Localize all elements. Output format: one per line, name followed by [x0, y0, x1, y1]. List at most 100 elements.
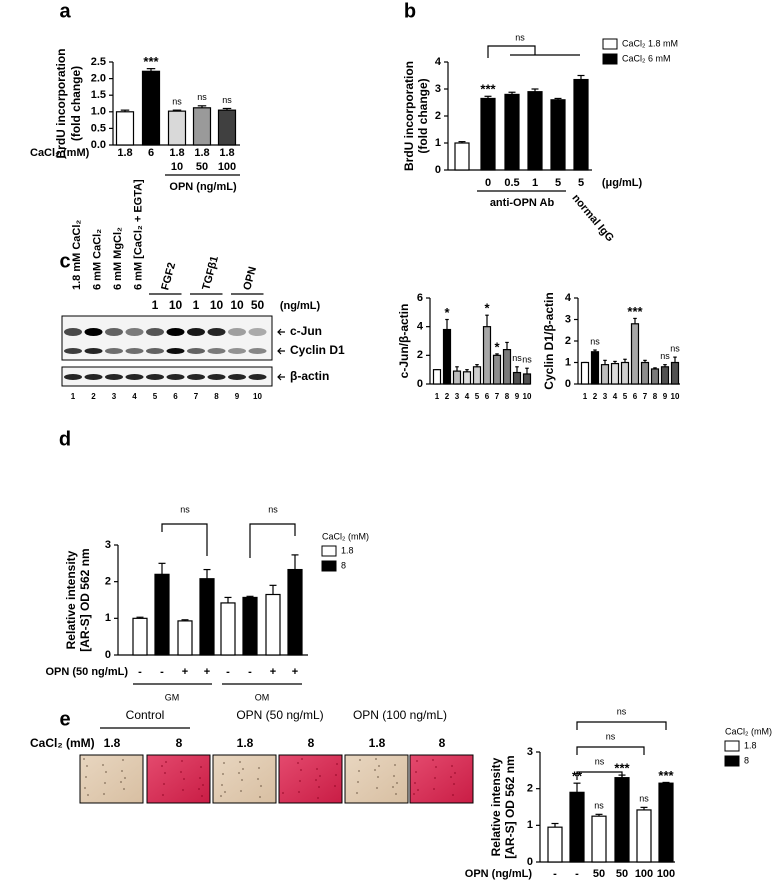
- legend-swatch: [321, 545, 337, 557]
- micrograph-speck: [198, 788, 200, 790]
- legend-swatch: [724, 755, 740, 767]
- lane-number: 1: [71, 392, 76, 401]
- bar: [504, 93, 520, 171]
- bracket-label: ns: [515, 32, 525, 42]
- micrograph-speck: [434, 777, 436, 779]
- micrograph-speck: [202, 784, 204, 786]
- micrograph: [146, 754, 211, 804]
- micrograph-speck: [359, 759, 361, 761]
- x-tick-label: 0: [485, 177, 491, 189]
- x-tick-label: -: [248, 666, 252, 678]
- row-title: CaCl₂ (mM): [30, 736, 95, 750]
- micrograph: [212, 754, 277, 804]
- bar: [132, 617, 148, 656]
- y-tick-label: 2: [435, 110, 441, 122]
- significance-label: ns: [172, 97, 182, 107]
- micrograph-speck: [393, 775, 395, 777]
- bar: [442, 328, 452, 385]
- dose-label: 10: [210, 298, 224, 312]
- blot-band: [146, 374, 164, 380]
- y-tick-label: 0: [417, 378, 423, 390]
- legend-title: CaCl₂ (mM): [322, 531, 369, 541]
- blot-band: [248, 328, 267, 336]
- x-tick-label: 2: [593, 392, 598, 401]
- blot-band: [166, 328, 185, 336]
- micrograph-speck: [415, 771, 417, 773]
- group-label: OPN (100 ng/mL): [353, 708, 447, 722]
- micrograph-speck: [395, 793, 397, 795]
- bar: [547, 826, 563, 863]
- micrograph-speck: [201, 795, 203, 797]
- legend-label: CaCl₂ 1.8 mM: [622, 38, 678, 48]
- bar: [573, 78, 589, 171]
- x-tick-label: 9: [663, 392, 668, 401]
- y-tick-label: 1: [435, 137, 441, 149]
- significance-label: ns: [222, 95, 232, 105]
- x-tick-label: 5: [475, 392, 480, 401]
- bar: [660, 366, 670, 385]
- bar: [580, 361, 590, 385]
- bar: [630, 323, 640, 385]
- blot-band: [207, 348, 226, 354]
- legend-label: CaCl₂ 6 mM: [622, 53, 671, 63]
- micrograph-speck: [257, 778, 259, 780]
- micrograph-speck: [122, 759, 124, 761]
- micrograph-speck: [357, 781, 359, 783]
- x-tick-label: -: [226, 666, 230, 678]
- lane-number: 6: [173, 392, 178, 401]
- x-unit: (μg/mL): [602, 177, 643, 189]
- lane-number: 5: [153, 392, 158, 401]
- bracket-label: ns: [606, 731, 616, 741]
- bar: [502, 349, 512, 385]
- micrograph-speck: [417, 789, 419, 791]
- micrograph-speck: [378, 765, 380, 767]
- significance-label: ns: [197, 92, 207, 102]
- legend-title: CaCl₂ (mM): [725, 726, 772, 736]
- x-tick-label: 7: [643, 392, 648, 401]
- micrograph-speck: [238, 772, 240, 774]
- panel-letter: a: [59, 0, 71, 22]
- blot-band: [84, 328, 103, 336]
- y-tick-label: 3: [527, 746, 533, 758]
- micrograph-speck: [221, 784, 223, 786]
- x-sub-label: 50: [196, 161, 208, 173]
- x-tick-label: 1.8: [219, 147, 234, 159]
- lane-number: 2: [91, 392, 96, 401]
- lane-label: 1.8 mM CaCl₂: [71, 220, 83, 290]
- blot-band: [125, 328, 144, 336]
- blot-band: [166, 348, 185, 354]
- bar: [220, 602, 236, 656]
- blot-band: [125, 348, 144, 354]
- bracket-label: ns: [595, 756, 605, 766]
- bracket: [576, 721, 667, 730]
- y-axis-label: [AR-S] OD 562 nm: [503, 755, 517, 858]
- concentration-label: 1.8: [104, 736, 121, 750]
- x-tick-label: 1: [532, 177, 538, 189]
- bracket: [249, 523, 296, 558]
- y-tick-label: 1.5: [91, 89, 106, 101]
- x-tick-label: 4: [613, 392, 618, 401]
- y-axis-label: [AR-S] OD 562 nm: [78, 548, 92, 651]
- micrograph-speck: [105, 771, 107, 773]
- y-tick-label: 0: [435, 164, 441, 176]
- concentration-label: 8: [308, 736, 315, 750]
- micrograph-speck: [282, 792, 284, 794]
- x-title: OPN (ng/mL): [465, 868, 533, 880]
- concentration-label: 1.8: [369, 736, 386, 750]
- micrograph-speck: [164, 772, 166, 774]
- x-sub-label: 100: [218, 161, 236, 173]
- blot-band: [187, 348, 205, 354]
- y-tick-label: 4: [417, 321, 424, 333]
- micrograph-speck: [161, 765, 163, 767]
- bar: [492, 354, 502, 385]
- micrograph-speck: [87, 794, 89, 796]
- group-label: normal IgG: [569, 192, 616, 244]
- micrograph-speck: [300, 769, 302, 771]
- legend-swatch: [724, 740, 740, 752]
- micrograph-speck: [394, 764, 396, 766]
- band-pointer: [277, 373, 285, 381]
- bracket: [161, 523, 208, 556]
- micrograph: [409, 754, 474, 804]
- micrograph-speck: [165, 761, 167, 763]
